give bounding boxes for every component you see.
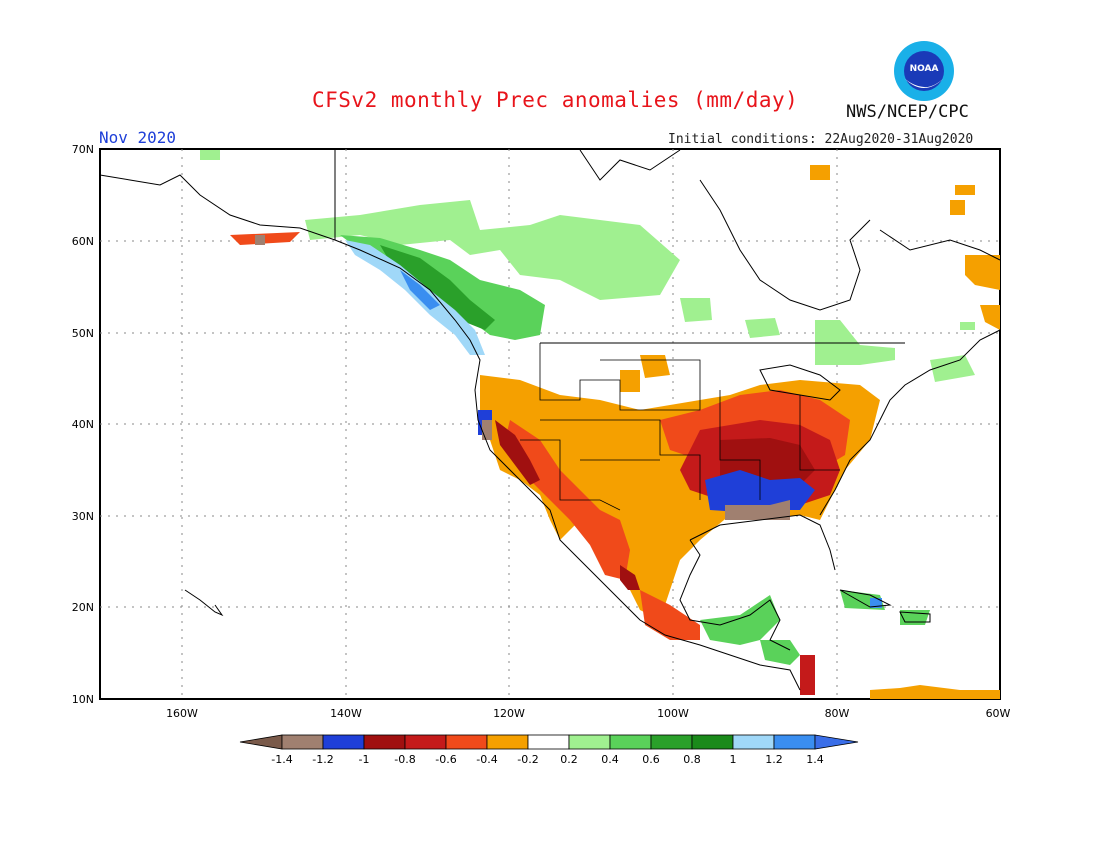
colorbar-labels: -1.4 -1.2 -1 -0.8 -0.6 -0.4 -0.2 0.2 0.4… (271, 753, 823, 766)
colorbar-label: 0.4 (601, 753, 619, 766)
lat-labels: 70N 60N 50N 40N 30N 20N 10N (72, 143, 94, 706)
colorbar-swatch-6 (486, 734, 529, 750)
colorbar-swatch-11 (691, 734, 734, 750)
colorbar-label: 0.2 (560, 753, 578, 766)
lon-label-160w: 160W (166, 707, 198, 720)
colorbar-label: 1.2 (765, 753, 783, 766)
lat-label-10n: 10N (72, 693, 94, 706)
colorbar-swatch-9 (609, 734, 652, 750)
lat-label-60n: 60N (72, 235, 94, 248)
colorbar-label: -1.4 (271, 753, 292, 766)
colorbar-label: -0.8 (394, 753, 415, 766)
lat-label-20n: 20N (72, 601, 94, 614)
colorbar-swatch-1 (281, 734, 324, 750)
borders (520, 343, 840, 511)
noaa-logo-text: NOAA (910, 64, 939, 74)
lon-label-120w: 120W (493, 707, 525, 720)
colorbar-label: -1.2 (312, 753, 333, 766)
valid-month-label: Nov 2020 (99, 128, 177, 147)
colorbar-swatch-10 (650, 734, 693, 750)
lon-label-140w: 140W (330, 707, 362, 720)
agency-label: NWS/NCEP/CPC (846, 102, 969, 122)
colorbar-swatch-12 (732, 734, 775, 750)
colorbar-swatch-7 (527, 734, 570, 750)
colorbar-swatch-8 (568, 734, 611, 750)
colorbar-label: -1 (359, 753, 370, 766)
colorbar-swatch-2 (322, 734, 365, 750)
lon-label-60w: 60W (986, 707, 1011, 720)
lat-label-30n: 30N (72, 510, 94, 523)
colorbar-swatch-3 (363, 734, 406, 750)
lon-labels: 160W 140W 120W 100W 80W 60W (166, 707, 1010, 720)
lat-label-50n: 50N (72, 327, 94, 340)
colorbar-label: 0.6 (642, 753, 660, 766)
colorbar-label: -0.6 (435, 753, 456, 766)
colorbar-label: -0.2 (517, 753, 538, 766)
colorbar (239, 734, 859, 750)
colorbar-high-arrow (814, 734, 859, 750)
colorbar-label: 1 (730, 753, 737, 766)
lat-label-40n: 40N (72, 418, 94, 431)
colorbar-swatch-5 (445, 734, 488, 750)
colorbar-label: 0.8 (683, 753, 701, 766)
initial-conditions-label: Initial conditions: 22Aug2020-31Aug2020 (668, 132, 974, 147)
colorbar-label: -0.4 (476, 753, 497, 766)
colorbar-swatch-13 (773, 734, 816, 750)
coastlines (99, 149, 1001, 691)
lon-label-80w: 80W (825, 707, 850, 720)
colorbar-low-arrow (239, 734, 283, 750)
lat-label-70n: 70N (72, 143, 94, 156)
noaa-logo-icon: NOAA (894, 41, 954, 101)
chart-title: CFSv2 monthly Prec anomalies (mm/day) (312, 88, 799, 112)
colorbar-label: 1.4 (806, 753, 824, 766)
colorbar-swatch-4 (404, 734, 447, 750)
lon-label-100w: 100W (657, 707, 689, 720)
